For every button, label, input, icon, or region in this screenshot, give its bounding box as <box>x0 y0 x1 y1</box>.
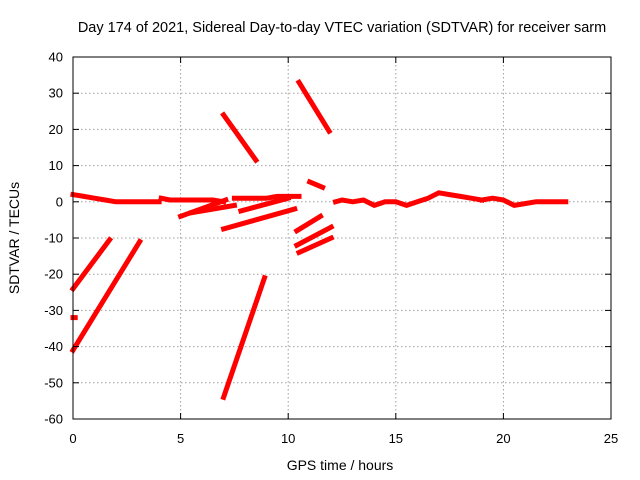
x-axis: 0 5 10 15 20 25 <box>69 57 618 446</box>
series-arc-14 <box>295 234 335 256</box>
series-baseline-1 <box>70 191 162 205</box>
series-arc-6 <box>177 196 229 220</box>
series-arc-9 <box>237 195 292 214</box>
series-baseline-5 <box>479 195 569 208</box>
y-tick-label: 30 <box>49 86 63 101</box>
y-tick-label: -50 <box>44 375 63 390</box>
x-tick-label: 15 <box>389 431 403 446</box>
series-arc-13 <box>293 223 335 249</box>
y-tick-label: 0 <box>56 194 63 209</box>
series-arc-4 <box>220 111 260 164</box>
y-tick-label: -20 <box>44 267 63 282</box>
series-arc-5 <box>220 274 268 401</box>
y-axis-label: SDTVAR / TECUs <box>6 182 22 294</box>
series-arc-2 <box>69 238 144 354</box>
x-tick-label: 5 <box>177 431 184 446</box>
chart-title: Day 174 of 2021, Sidereal Day-to-day VTE… <box>78 20 606 36</box>
series-baseline-4 <box>332 190 485 208</box>
series-arc-11 <box>306 178 326 191</box>
y-tick-label: -30 <box>44 303 63 318</box>
x-tick-label: 0 <box>69 431 76 446</box>
data-marks <box>69 78 569 401</box>
y-tick-label: -40 <box>44 339 63 354</box>
y-tick-label: -10 <box>44 231 63 246</box>
y-tick-label: 40 <box>49 50 63 65</box>
series-arc-10 <box>295 78 333 135</box>
y-tick-label: 20 <box>49 122 63 137</box>
series-arc-1 <box>69 236 114 293</box>
x-tick-label: 20 <box>496 431 510 446</box>
y-axis: -60 -50 -40 -30 -20 -10 0 10 20 30 40 <box>44 50 611 427</box>
series-baseline-2 <box>158 195 227 205</box>
grid <box>73 57 611 419</box>
series-arc-7 <box>188 202 238 216</box>
x-axis-label: GPS time / hours <box>287 457 394 473</box>
x-tick-label: 25 <box>604 431 618 446</box>
series-arc-12 <box>293 212 324 235</box>
x-tick-label: 10 <box>281 431 295 446</box>
series-arc-8 <box>220 205 298 232</box>
y-tick-label: 10 <box>49 158 63 173</box>
y-tick-label: -60 <box>44 412 63 427</box>
